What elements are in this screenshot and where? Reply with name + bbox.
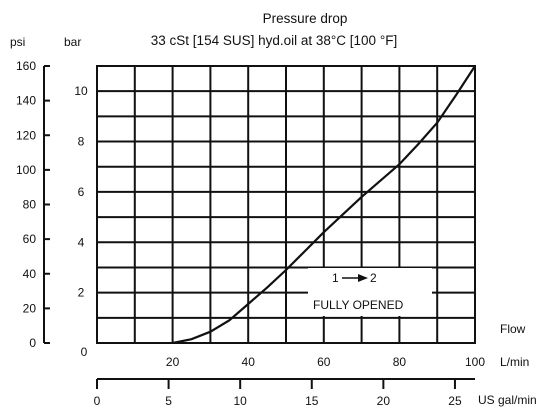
bar-tick-label: 6 xyxy=(78,185,85,199)
data-point xyxy=(266,286,268,289)
psi-tick-label: 140 xyxy=(16,94,36,108)
data-point xyxy=(341,213,344,216)
psi-tick-label: 100 xyxy=(16,163,36,177)
data-point xyxy=(398,163,401,166)
data-point xyxy=(436,121,439,124)
data-point xyxy=(474,65,476,67)
series xyxy=(171,65,476,345)
bar-tick-label: 0 xyxy=(81,345,88,359)
data-point xyxy=(209,330,212,333)
psi-tick-label: 160 xyxy=(16,59,36,73)
psi-tick-label: 0 xyxy=(29,336,36,350)
data-point xyxy=(455,94,457,96)
psi-tick-label: 60 xyxy=(23,232,37,246)
gpm-axis-unit: US gal/min xyxy=(478,393,537,407)
flow-axis-gpm: 0 5 10 15 20 25 xyxy=(94,378,475,408)
bar-axis-unit: bar xyxy=(64,35,81,49)
annotation-to-label: 2 xyxy=(370,271,377,285)
data-point xyxy=(247,303,249,305)
chart-subtitle: 33 cSt [154 SUS] hyd.oil at 38°C [100 °F… xyxy=(151,33,397,48)
psi-tick-label: 80 xyxy=(23,198,37,212)
psi-axis: 0 20 40 60 80 100 120 140 160 xyxy=(16,59,50,350)
data-point xyxy=(228,319,231,322)
bar-axis: 2 4 6 8 10 0 xyxy=(74,84,88,359)
flow-axis-lmin: 20 40 60 80 100 xyxy=(166,355,485,369)
annotation-background xyxy=(308,268,432,316)
data-point xyxy=(304,250,306,252)
lmin-axis-unit: L/min xyxy=(500,355,529,369)
gpm-tick-label: 0 xyxy=(94,394,101,408)
psi-tick-label: 40 xyxy=(23,267,37,281)
bar-tick-label: 10 xyxy=(74,84,88,98)
flow-axis-name: Flow xyxy=(500,322,526,336)
gpm-tick-label: 15 xyxy=(305,394,319,408)
lmin-tick-label: 80 xyxy=(393,355,407,369)
plot-frame xyxy=(96,65,476,344)
gpm-tick-label: 25 xyxy=(448,394,462,408)
chart-title: Pressure drop xyxy=(263,11,348,26)
psi-tick-label: 120 xyxy=(16,128,36,142)
data-point xyxy=(417,143,420,145)
gpm-tick-label: 5 xyxy=(165,394,172,408)
bar-tick-label: 2 xyxy=(78,286,85,300)
annotation-text: FULLY OPENED xyxy=(313,298,404,312)
gpm-tick-label: 10 xyxy=(234,394,248,408)
data-point xyxy=(285,269,287,271)
data-point xyxy=(190,338,193,341)
data-point xyxy=(323,231,325,233)
lmin-tick-label: 20 xyxy=(166,355,180,369)
grid xyxy=(96,65,476,344)
gpm-tick-label: 20 xyxy=(377,394,391,408)
lmin-tick-label: 40 xyxy=(242,355,256,369)
data-point xyxy=(171,342,174,344)
bar-tick-label: 4 xyxy=(78,235,85,249)
psi-tick-label: 20 xyxy=(23,301,37,315)
annotation-arrow-head xyxy=(358,274,368,282)
lmin-tick-label: 60 xyxy=(317,355,331,369)
fully-opened-annotation: 1 2 FULLY OPENED xyxy=(308,268,432,316)
lmin-tick-label: 100 xyxy=(465,355,485,369)
data-point xyxy=(379,179,382,182)
psi-axis-unit: psi xyxy=(10,35,25,49)
data-point xyxy=(360,196,363,198)
annotation-from-label: 1 xyxy=(332,271,339,285)
bar-tick-label: 8 xyxy=(78,135,85,149)
